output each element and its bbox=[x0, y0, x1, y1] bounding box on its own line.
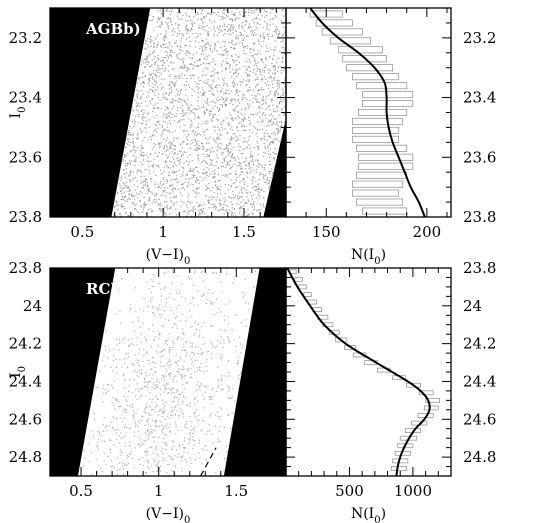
panel-label: RC) bbox=[86, 280, 118, 298]
histogram-bin bbox=[321, 28, 363, 36]
x-axis-title: (V−I)0 bbox=[146, 506, 191, 523]
y-tick-label: 24.6 bbox=[9, 410, 42, 428]
y-tick-label: 23.4 bbox=[9, 89, 42, 107]
x-axis-title-end: ) bbox=[381, 247, 386, 263]
histogram-bin bbox=[352, 117, 404, 125]
x-tick-label: 1000 bbox=[394, 482, 432, 500]
fit-curve bbox=[309, 8, 426, 217]
x-tick-label: 0.5 bbox=[69, 482, 93, 500]
histogram-bin bbox=[358, 108, 408, 117]
y-tick-label: 24.2 bbox=[463, 335, 496, 353]
histogram-bin bbox=[356, 198, 404, 206]
y-tick-label: 23.8 bbox=[9, 259, 42, 277]
y-tick-label: 23.6 bbox=[9, 148, 42, 166]
histogram-bin bbox=[362, 91, 414, 99]
histogram-bin bbox=[341, 55, 388, 63]
x-axis-title-main: (V−I) bbox=[146, 506, 184, 522]
histogram-bin bbox=[418, 390, 434, 396]
lf-panel-3 bbox=[286, 268, 440, 476]
x-axis-title: N(I0) bbox=[351, 247, 386, 267]
histogram-bin bbox=[425, 397, 440, 403]
histogram-bin bbox=[362, 207, 408, 215]
excluded-region-right bbox=[223, 268, 286, 476]
histogram-bin bbox=[352, 126, 400, 134]
x-tick-label: 1.5 bbox=[224, 482, 248, 500]
y-tick-label: 24.4 bbox=[463, 372, 496, 390]
x-tick-label: 500 bbox=[335, 482, 364, 500]
histogram-bin bbox=[315, 19, 353, 27]
y-tick-label: 23.8 bbox=[463, 259, 496, 277]
histogram-bin bbox=[335, 337, 348, 343]
cmd-panel-0 bbox=[50, 8, 286, 217]
cmd-panel-2 bbox=[50, 268, 286, 476]
histogram-bin bbox=[303, 292, 312, 297]
dashed-boundary bbox=[200, 447, 217, 476]
y-tick-label: 23.2 bbox=[463, 29, 496, 47]
x-axis-title-sub: 0 bbox=[374, 256, 380, 267]
histogram-bin bbox=[294, 276, 303, 282]
y-axis-title: I0 bbox=[8, 366, 28, 378]
histogram-bin bbox=[358, 153, 414, 161]
star-points bbox=[113, 8, 286, 217]
x-axis-title-end: ) bbox=[381, 506, 386, 522]
y-tick-label: 24.8 bbox=[9, 448, 42, 466]
histogram-bin bbox=[356, 171, 408, 179]
x-tick-label: 200 bbox=[413, 223, 442, 241]
histogram-bin bbox=[352, 135, 400, 143]
y-tick-label: 24 bbox=[463, 297, 482, 315]
y-axis-title-main: I bbox=[8, 113, 24, 119]
y-tick-label: 23.4 bbox=[463, 89, 496, 107]
x-axis-title-main: N(I bbox=[351, 506, 374, 522]
histogram-bin bbox=[423, 405, 439, 411]
y-tick-label: 23.8 bbox=[463, 208, 496, 226]
x-axis-title-sub: 0 bbox=[184, 515, 190, 523]
x-axis-title-sub: 0 bbox=[184, 256, 190, 267]
y-tick-label: 24.6 bbox=[463, 410, 496, 428]
histogram-bin bbox=[352, 189, 400, 197]
lf-panel-1 bbox=[309, 8, 426, 217]
y-axis-title-main: I bbox=[8, 372, 24, 378]
x-tick-label: 1 bbox=[158, 223, 168, 241]
histogram-bin bbox=[390, 466, 407, 471]
x-tick-label: 1 bbox=[154, 482, 164, 500]
y-tick-label: 24.4 bbox=[9, 372, 42, 390]
y-tick-label: 24.2 bbox=[9, 335, 42, 353]
y-axis-title-sub: 0 bbox=[17, 366, 28, 372]
histogram-bin bbox=[337, 46, 383, 54]
x-axis-title-main: N(I bbox=[351, 247, 374, 263]
histogram-bin bbox=[356, 82, 408, 90]
histogram-bin bbox=[406, 382, 421, 388]
histogram-bin bbox=[329, 37, 371, 45]
histogram-bin bbox=[343, 345, 357, 350]
histogram-bin bbox=[352, 73, 400, 81]
x-axis-title: (V−I)0 bbox=[146, 247, 191, 267]
excluded-region-left bbox=[50, 8, 151, 217]
y-tick-label: 24.8 bbox=[463, 448, 496, 466]
x-axis-title-main: (V−I) bbox=[146, 247, 184, 263]
panel-frame bbox=[285, 7, 452, 218]
histogram-bin bbox=[352, 180, 404, 188]
x-tick-label: 1.5 bbox=[232, 223, 256, 241]
x-axis-title: N(I0) bbox=[351, 506, 386, 523]
fit-curve bbox=[286, 268, 431, 476]
x-axis-title-sub: 0 bbox=[374, 515, 380, 523]
excluded-region-left bbox=[50, 268, 116, 476]
y-axis-title: I0 bbox=[8, 107, 28, 119]
histogram-bin bbox=[345, 64, 394, 72]
histogram-bin bbox=[356, 144, 408, 152]
y-axis-title-sub: 0 bbox=[17, 107, 28, 113]
x-tick-label: 0.5 bbox=[70, 223, 94, 241]
histogram-bin bbox=[298, 284, 307, 290]
x-tick-label: 150 bbox=[312, 223, 341, 241]
panel-label: AGBb) bbox=[85, 20, 141, 38]
y-tick-label: 23.6 bbox=[463, 148, 496, 166]
y-tick-label: 24 bbox=[23, 297, 42, 315]
y-tick-label: 23.8 bbox=[9, 208, 42, 226]
histogram-bin bbox=[358, 162, 414, 170]
y-tick-label: 23.2 bbox=[9, 29, 42, 47]
panel-frame bbox=[285, 267, 452, 477]
